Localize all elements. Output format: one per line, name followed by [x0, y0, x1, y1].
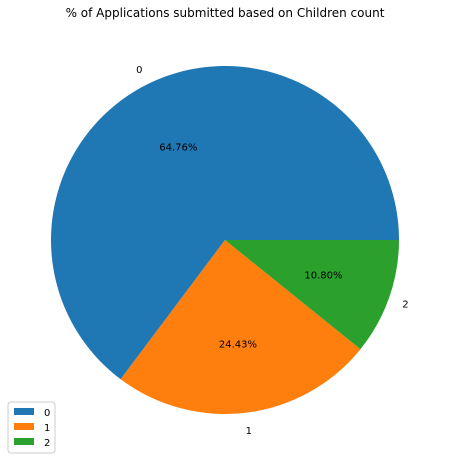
slice-label-0: 0: [136, 65, 142, 76]
slice-percent-0: 64.76%: [159, 143, 197, 154]
pie-slice-2: [225, 240, 400, 350]
pie-slices: [50, 66, 400, 414]
chart-title: % of Applications submitted based on Chi…: [66, 6, 385, 20]
legend: 0 1 2: [7, 401, 56, 454]
slice-percent-1: 24.43%: [219, 340, 257, 351]
legend-swatch-0: [14, 408, 34, 415]
legend-label-1: 1: [44, 423, 50, 434]
slice-label-1: 1: [246, 426, 252, 437]
legend-label-0: 0: [44, 408, 50, 419]
legend-swatch-1: [14, 423, 34, 430]
pie-labels: 0 64.76% 1 24.43% 2 10.80%: [136, 65, 409, 437]
pie-slice-0: [50, 66, 399, 380]
pie-slice-1: [120, 240, 361, 414]
slice-label-2: 2: [402, 300, 408, 311]
legend-swatch-2: [14, 438, 34, 445]
slice-percent-2: 10.80%: [304, 271, 342, 282]
legend-label-2: 2: [44, 438, 50, 449]
